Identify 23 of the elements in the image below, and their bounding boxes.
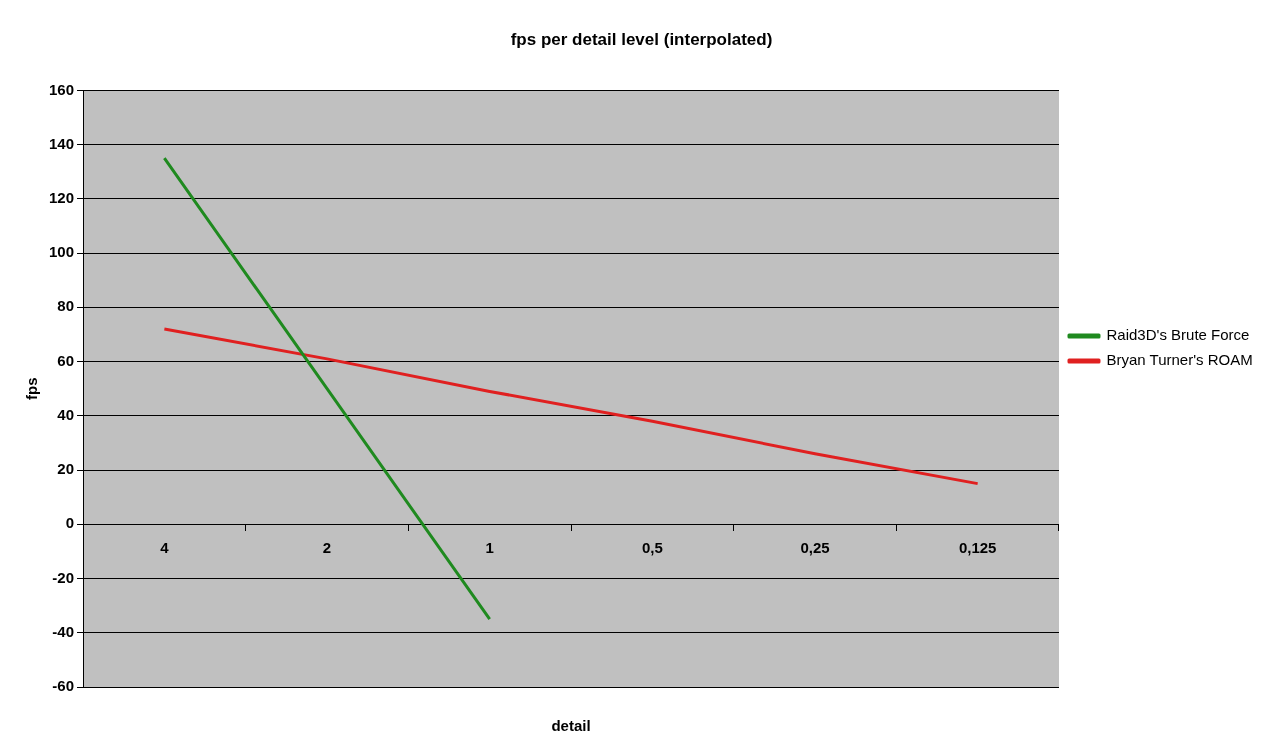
x-tick-label: 0,25 <box>800 539 830 557</box>
x-axis-title: detail <box>551 717 591 735</box>
y-tick-label: 40 <box>57 405 75 423</box>
x-tick-label: 0,125 <box>958 539 997 557</box>
y-tick-label: 120 <box>49 189 75 207</box>
y-axis-title: fps <box>23 377 41 400</box>
x-tick-label: 1 <box>485 539 494 557</box>
y-tick-label: -20 <box>52 568 75 586</box>
y-tick-label: 140 <box>49 134 75 152</box>
x-tick-label: 4 <box>160 539 170 557</box>
y-tick-label: 100 <box>49 243 75 261</box>
x-tick-label: 0,5 <box>641 539 663 557</box>
x-tick-label: 2 <box>322 539 332 557</box>
y-tick-label: 0 <box>65 514 75 532</box>
y-tick-label: 60 <box>57 351 75 369</box>
y-tick-label: 20 <box>57 460 75 478</box>
y-tick-label: 80 <box>57 297 75 315</box>
chart-title: fps per detail level (interpolated) <box>510 29 773 49</box>
legend-label: Bryan Turner's ROAM <box>1106 351 1253 369</box>
y-tick-label: -60 <box>52 677 75 695</box>
y-tick-label: 160 <box>49 80 75 98</box>
legend-label: Raid3D's Brute Force <box>1106 326 1250 344</box>
y-tick-label: -40 <box>52 622 75 640</box>
